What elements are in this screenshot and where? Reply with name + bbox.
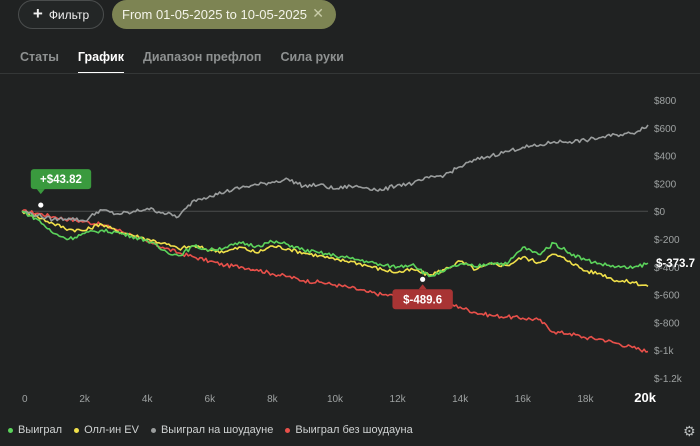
callout-label: $-489.6 bbox=[403, 294, 442, 306]
marker-dot bbox=[420, 276, 426, 282]
series-line bbox=[21, 210, 649, 278]
filter-button[interactable]: + Фильтр bbox=[18, 0, 104, 29]
y-tick-label: $-600 bbox=[654, 291, 680, 302]
y-tick-label: $-800 bbox=[654, 318, 680, 329]
y-tick-label: $-200 bbox=[654, 235, 680, 246]
x-tick-label: 4k bbox=[142, 394, 154, 405]
callout-pointer bbox=[418, 284, 427, 290]
filter-label: Фильтр bbox=[48, 7, 90, 22]
close-icon[interactable]: ✕ bbox=[312, 5, 324, 21]
x-tick-label: 8k bbox=[267, 394, 279, 405]
legend-dot bbox=[150, 427, 156, 433]
legend-label: Олл-ин EV bbox=[84, 424, 139, 436]
value-callout bbox=[30, 169, 92, 190]
legend-label: Выиграл без шоудауна bbox=[295, 424, 413, 436]
y-tick-label: $-1.2k bbox=[654, 374, 683, 385]
legend-item-allin-ev[interactable]: Олл-ин EV bbox=[74, 424, 139, 436]
x-tick-label: 20k bbox=[634, 390, 656, 405]
tab-bar: Статы График Диапазон префлоп Сила руки bbox=[20, 50, 363, 74]
x-tick-label: 18k bbox=[577, 394, 594, 405]
x-tick-label: 10k bbox=[327, 394, 344, 405]
legend-dot bbox=[285, 427, 291, 433]
y-tick-label: $600 bbox=[654, 124, 677, 135]
y-tick-label: $-1k bbox=[654, 346, 674, 357]
legend-item-showdown[interactable]: Выиграл на шоудауне bbox=[150, 424, 274, 436]
legend-label: Выиграл на шоудауне bbox=[160, 424, 274, 436]
y-tick-label: $800 bbox=[654, 96, 677, 107]
y-tick-label: $-400 bbox=[654, 263, 680, 274]
y-tick-label: $400 bbox=[654, 152, 677, 163]
x-tick-label: 12k bbox=[390, 394, 407, 405]
date-range-label: From 01-05-2025 to 10-05-2025 bbox=[122, 7, 308, 22]
marker-dot bbox=[38, 202, 44, 208]
legend-label: Выиграл bbox=[18, 424, 63, 436]
legend: Выиграл Олл-ин EV Выиграл на шоудауне Вы… bbox=[8, 424, 425, 436]
y-tick-label: $200 bbox=[654, 179, 677, 190]
tabs-divider bbox=[0, 73, 700, 74]
x-tick-label: 14k bbox=[452, 394, 469, 405]
series-line bbox=[21, 210, 649, 287]
tab-stats[interactable]: Статы bbox=[20, 50, 59, 64]
date-range-chip[interactable]: From 01-05-2025 to 10-05-2025 ✕ bbox=[112, 0, 336, 29]
x-tick-label: 0 bbox=[22, 394, 28, 405]
legend-item-won[interactable]: Выиграл bbox=[8, 424, 62, 436]
plus-icon: + bbox=[32, 4, 43, 23]
x-tick-label: 2k bbox=[79, 394, 91, 405]
series-line bbox=[21, 124, 649, 222]
callout-label: +$43.82 bbox=[40, 174, 82, 186]
callout-pointer bbox=[36, 189, 45, 195]
legend-dot bbox=[8, 427, 13, 433]
tab-preflop-range[interactable]: Диапазон префлоп bbox=[142, 50, 262, 64]
tab-graph[interactable]: График bbox=[77, 50, 124, 74]
value-callout bbox=[392, 289, 453, 310]
x-tick-label: 16k bbox=[515, 394, 532, 405]
toolbar: + Фильтр From 01-05-2025 to 10-05-2025 ✕ bbox=[0, 0, 700, 30]
legend-dot bbox=[74, 427, 80, 433]
y-tick-label: $0 bbox=[654, 207, 666, 218]
x-tick-label: 6k bbox=[205, 394, 217, 405]
winnings-chart[interactable]: $800 $600 $400 $200 $0 $-200 $-400 $-600 $-800 $-… bbox=[0, 76, 700, 416]
gear-icon[interactable]: ⚙ bbox=[683, 423, 696, 439]
tab-hand-strength[interactable]: Сила руки bbox=[280, 50, 344, 64]
end-value-label: $-373.7 bbox=[656, 258, 695, 270]
legend-item-non-showdown[interactable]: Выиграл без шоудауна bbox=[285, 424, 413, 436]
